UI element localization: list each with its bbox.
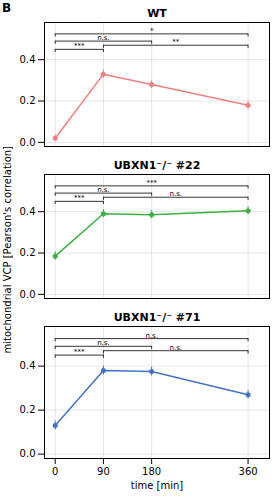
svg-text:n.s.: n.s.	[169, 344, 182, 352]
svg-text:0.0: 0.0	[20, 289, 36, 300]
svg-text:n.s.: n.s.	[97, 34, 110, 42]
svg-text:0.4: 0.4	[20, 206, 36, 217]
svg-text:0: 0	[52, 466, 58, 477]
svg-text:n.s.: n.s.	[169, 190, 182, 198]
svg-text:***: ***	[74, 42, 85, 50]
svg-text:n.s.: n.s.	[145, 332, 158, 340]
svg-text:n.s.: n.s.	[97, 339, 110, 347]
svg-text:time [min]: time [min]	[131, 480, 184, 491]
html-text:B: B	[2, 1, 12, 15]
svg-text:90: 90	[97, 466, 110, 477]
svg-text:0.2: 0.2	[20, 95, 36, 106]
svg-text:0.2: 0.2	[20, 404, 36, 415]
svg-text:0.0: 0.0	[20, 448, 36, 459]
svg-text:180: 180	[142, 466, 161, 477]
svg-text:**: **	[172, 38, 180, 46]
svg-text:0.4: 0.4	[20, 360, 36, 371]
svg-text:*: *	[150, 27, 154, 35]
svg-text:360: 360	[239, 466, 258, 477]
svg-text:n.s.: n.s.	[97, 186, 110, 194]
svg-text:***: ***	[74, 194, 85, 202]
svg-text:0.2: 0.2	[20, 247, 36, 258]
svg-text:0.0: 0.0	[20, 137, 36, 148]
svg-text:***: ***	[146, 179, 157, 187]
svg-text:***: ***	[74, 348, 85, 356]
svg-text:UBXN1⁻/⁻ #71: UBXN1⁻/⁻ #71	[114, 311, 201, 324]
svg-text:WT: WT	[147, 7, 167, 20]
svg-text:0.4: 0.4	[20, 54, 36, 65]
svg-text:UBXN1⁻/⁻ #22: UBXN1⁻/⁻ #22	[114, 159, 201, 172]
html-text:mitochondrial VCP [Pearson's c: mitochondrial VCP [Pearson's correlation…	[1, 146, 13, 354]
